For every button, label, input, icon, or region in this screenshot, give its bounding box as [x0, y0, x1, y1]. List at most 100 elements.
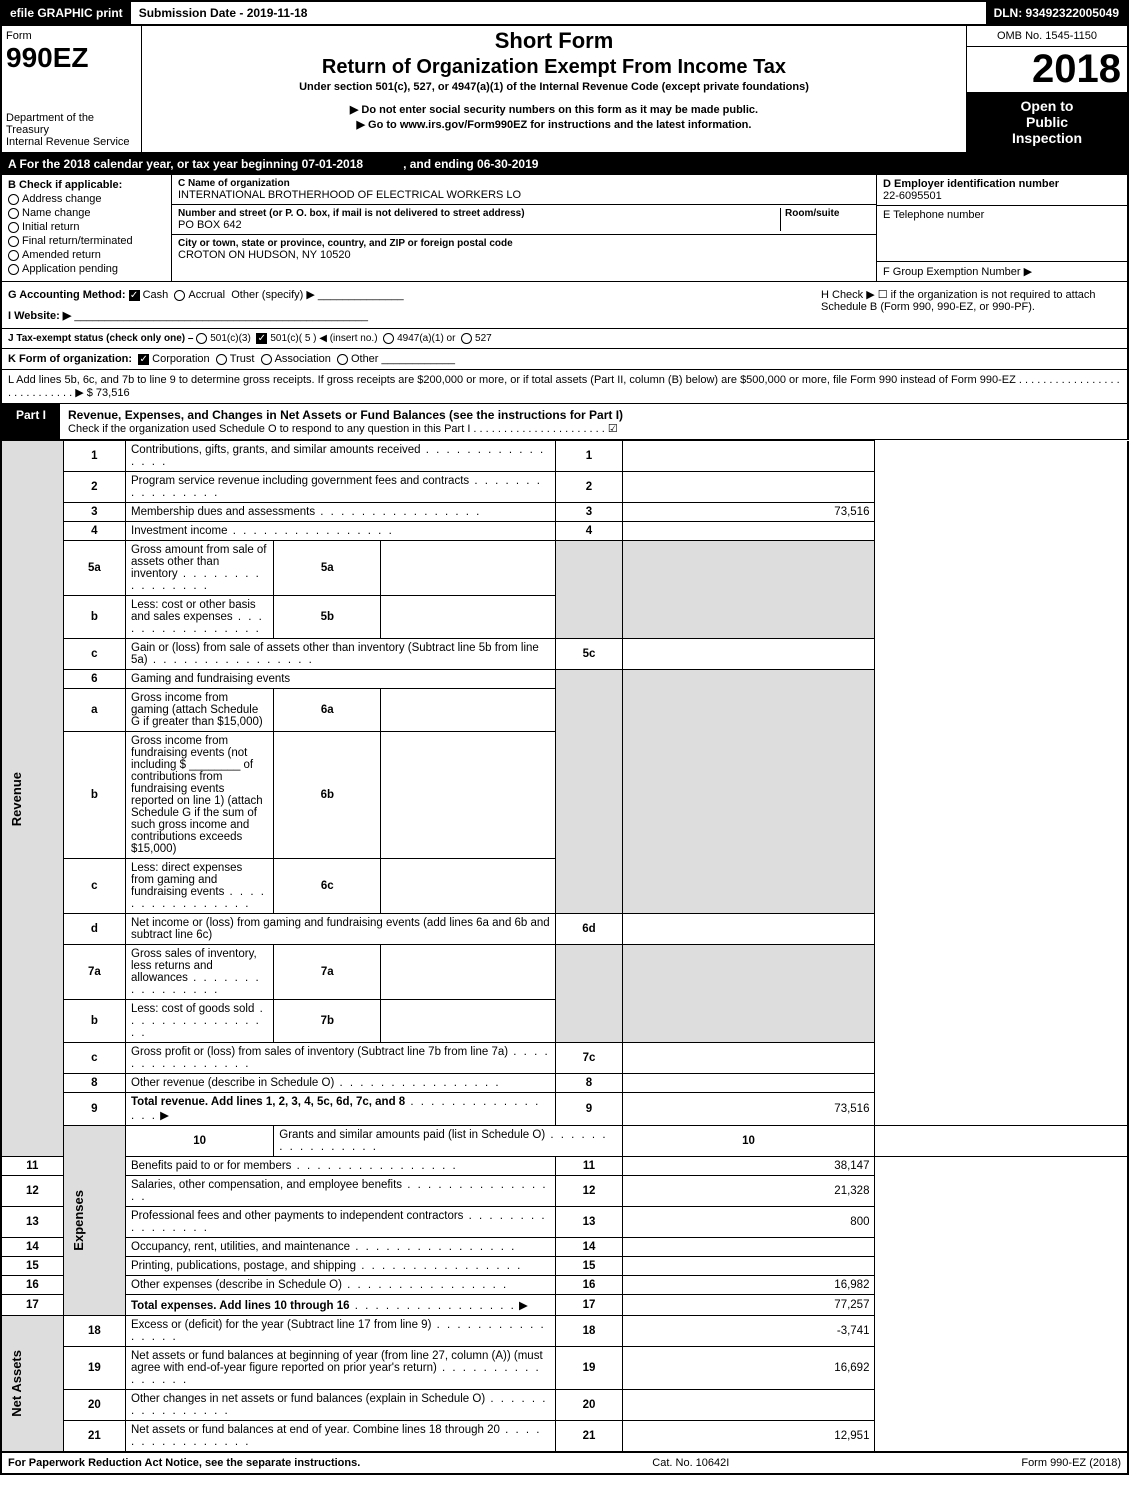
- j-527: 527: [475, 333, 492, 344]
- footer-catno: Cat. No. 10642I: [360, 1457, 1021, 1469]
- g-accrual-radio[interactable]: [174, 290, 185, 301]
- line-18: Net Assets 18Excess or (deficit) for the…: [1, 1316, 1128, 1347]
- b-header: B Check if applicable:: [8, 179, 165, 191]
- footer: For Paperwork Reduction Act Notice, see …: [0, 1453, 1129, 1475]
- e-header: E Telephone number: [883, 209, 1121, 221]
- k-assoc: Association: [275, 353, 331, 365]
- subtitle: Under section 501(c), 527, or 4947(a)(1)…: [146, 81, 962, 93]
- line-11: 11Benefits paid to or for members1138,14…: [1, 1157, 1128, 1176]
- form-number: 990EZ: [6, 42, 137, 74]
- open-to-public: Open to Public Inspection: [967, 92, 1127, 152]
- f-header: F Group Exemption Number ▶: [883, 266, 1032, 278]
- g-other: Other (specify) ▶: [231, 289, 315, 301]
- c-room-label: Room/suite: [785, 208, 870, 219]
- j-4947-radio[interactable]: [383, 333, 394, 344]
- side-netassets: Net Assets: [7, 1346, 26, 1421]
- side-revenue: Revenue: [7, 768, 26, 830]
- c-city: CROTON ON HUDSON, NY 10520: [178, 249, 870, 261]
- footer-form: Form 990-EZ (2018): [1021, 1457, 1121, 1469]
- line-15: 15Printing, publications, postage, and s…: [1, 1257, 1128, 1276]
- j-label: J Tax-exempt status (check only one) –: [8, 333, 196, 344]
- j-4947: 4947(a)(1) or: [397, 333, 455, 344]
- goto-link[interactable]: ▶ Go to www.irs.gov/Form990EZ for instru…: [357, 119, 752, 131]
- line-19: 19Net assets or fund balances at beginni…: [1, 1347, 1128, 1390]
- col-c: C Name of organization INTERNATIONAL BRO…: [172, 175, 877, 281]
- j-501c3-radio[interactable]: [196, 333, 207, 344]
- k-other: Other: [351, 353, 379, 365]
- b-amended-return[interactable]: Amended return: [8, 249, 165, 261]
- side-expenses: Expenses: [69, 1186, 88, 1255]
- k-label: K Form of organization:: [8, 353, 132, 365]
- k-corp-check[interactable]: ✓: [138, 354, 149, 365]
- line-4: 4Investment income4: [1, 522, 1128, 541]
- efile-print[interactable]: efile GRAPHIC print: [2, 2, 131, 24]
- title-return: Return of Organization Exempt From Incom…: [146, 56, 962, 79]
- line-13: 13Professional fees and other payments t…: [1, 1207, 1128, 1238]
- part-i-header: Part I Revenue, Expenses, and Changes in…: [0, 404, 1129, 440]
- inspect-1: Open to: [971, 98, 1123, 114]
- col-de: D Employer identification number 22-6095…: [877, 175, 1127, 281]
- part-i-sub: Check if the organization used Schedule …: [68, 422, 1119, 435]
- line-12: 12Salaries, other compensation, and empl…: [1, 1176, 1128, 1207]
- row-bcdef: B Check if applicable: Address change Na…: [0, 175, 1129, 282]
- j-501c-check[interactable]: ✓: [256, 333, 267, 344]
- k-assoc-radio[interactable]: [261, 354, 272, 365]
- c-street-label: Number and street (or P. O. box, if mail…: [178, 208, 780, 219]
- inspect-3: Inspection: [971, 130, 1123, 146]
- row-k: K Form of organization: ✓Corporation Tru…: [0, 349, 1129, 370]
- b-application-pending[interactable]: Application pending: [8, 263, 165, 275]
- part-i-table: Revenue 1Contributions, gifts, grants, a…: [0, 440, 1129, 1453]
- line-8: 8Other revenue (describe in Schedule O)8: [1, 1074, 1128, 1093]
- b-address-change[interactable]: Address change: [8, 193, 165, 205]
- line-14: 14Occupancy, rent, utilities, and mainte…: [1, 1238, 1128, 1257]
- d-ein: 22-6095501: [883, 190, 1121, 202]
- line-6: 6Gaming and fundraising events: [1, 670, 1128, 689]
- line-1: Revenue 1Contributions, gifts, grants, a…: [1, 441, 1128, 472]
- inspect-2: Public: [971, 114, 1123, 130]
- b-name-change[interactable]: Name change: [8, 207, 165, 219]
- dept-irs: Internal Revenue Service: [6, 136, 137, 148]
- submission-date: Submission Date - 2019-11-18: [131, 2, 316, 24]
- b-final-return[interactable]: Final return/terminated: [8, 235, 165, 247]
- line-20: 20Other changes in net assets or fund ba…: [1, 1390, 1128, 1421]
- h-text: H Check ▶ ☐ if the organization is not r…: [821, 288, 1121, 322]
- b-initial-return[interactable]: Initial return: [8, 221, 165, 233]
- c-org-name: INTERNATIONAL BROTHERHOOD OF ELECTRICAL …: [178, 189, 870, 201]
- line-17: 17Total expenses. Add lines 10 through 1…: [1, 1295, 1128, 1316]
- row-a-begin: A For the 2018 calendar year, or tax yea…: [8, 157, 363, 171]
- line-3: 3Membership dues and assessments373,516: [1, 503, 1128, 522]
- line-7a: 7aGross sales of inventory, less returns…: [1, 945, 1128, 1000]
- dln: DLN: 93492322005049: [986, 2, 1127, 24]
- c-name-label: C Name of organization: [178, 178, 870, 189]
- dept-treasury: Department of the Treasury: [6, 112, 137, 136]
- c-city-label: City or town, state or province, country…: [178, 238, 870, 249]
- row-j: J Tax-exempt status (check only one) – 5…: [0, 329, 1129, 349]
- line-10: Expenses 10Grants and similar amounts pa…: [1, 1126, 1128, 1157]
- form-label: Form: [6, 30, 137, 42]
- line-6d: dNet income or (loss) from gaming and fu…: [1, 914, 1128, 945]
- part-i-tag: Part I: [2, 404, 60, 439]
- row-gh: G Accounting Method: ✓Cash Accrual Other…: [0, 282, 1129, 329]
- title-short-form: Short Form: [146, 28, 962, 54]
- line-9: 9Total revenue. Add lines 1, 2, 3, 4, 5c…: [1, 1093, 1128, 1126]
- omb-number: OMB No. 1545-1150: [967, 26, 1127, 47]
- k-other-radio[interactable]: [337, 354, 348, 365]
- d-header: D Employer identification number: [883, 178, 1121, 190]
- line-2: 2Program service revenue including gover…: [1, 472, 1128, 503]
- j-501c3: 501(c)(3): [210, 333, 251, 344]
- l-text: L Add lines 5b, 6c, and 7b to line 9 to …: [8, 374, 1120, 399]
- k-trust: Trust: [230, 353, 255, 365]
- g-label: G Accounting Method:: [8, 289, 126, 301]
- form-header: Form 990EZ Department of the Treasury In…: [0, 26, 1129, 154]
- row-a-end: , and ending 06-30-2019: [403, 157, 538, 171]
- j-501c: 501(c)( 5 ) ◀ (insert no.): [270, 333, 377, 344]
- j-527-radio[interactable]: [461, 333, 472, 344]
- k-trust-radio[interactable]: [216, 354, 227, 365]
- g-cash-check[interactable]: ✓: [129, 290, 140, 301]
- line-5a: 5aGross amount from sale of assets other…: [1, 541, 1128, 596]
- row-a-taxyear: A For the 2018 calendar year, or tax yea…: [0, 154, 1129, 175]
- g-cash: Cash: [143, 289, 169, 301]
- part-i-title: Revenue, Expenses, and Changes in Net As…: [68, 408, 623, 422]
- i-label: I Website: ▶: [8, 310, 71, 322]
- c-street: PO BOX 642: [178, 219, 780, 231]
